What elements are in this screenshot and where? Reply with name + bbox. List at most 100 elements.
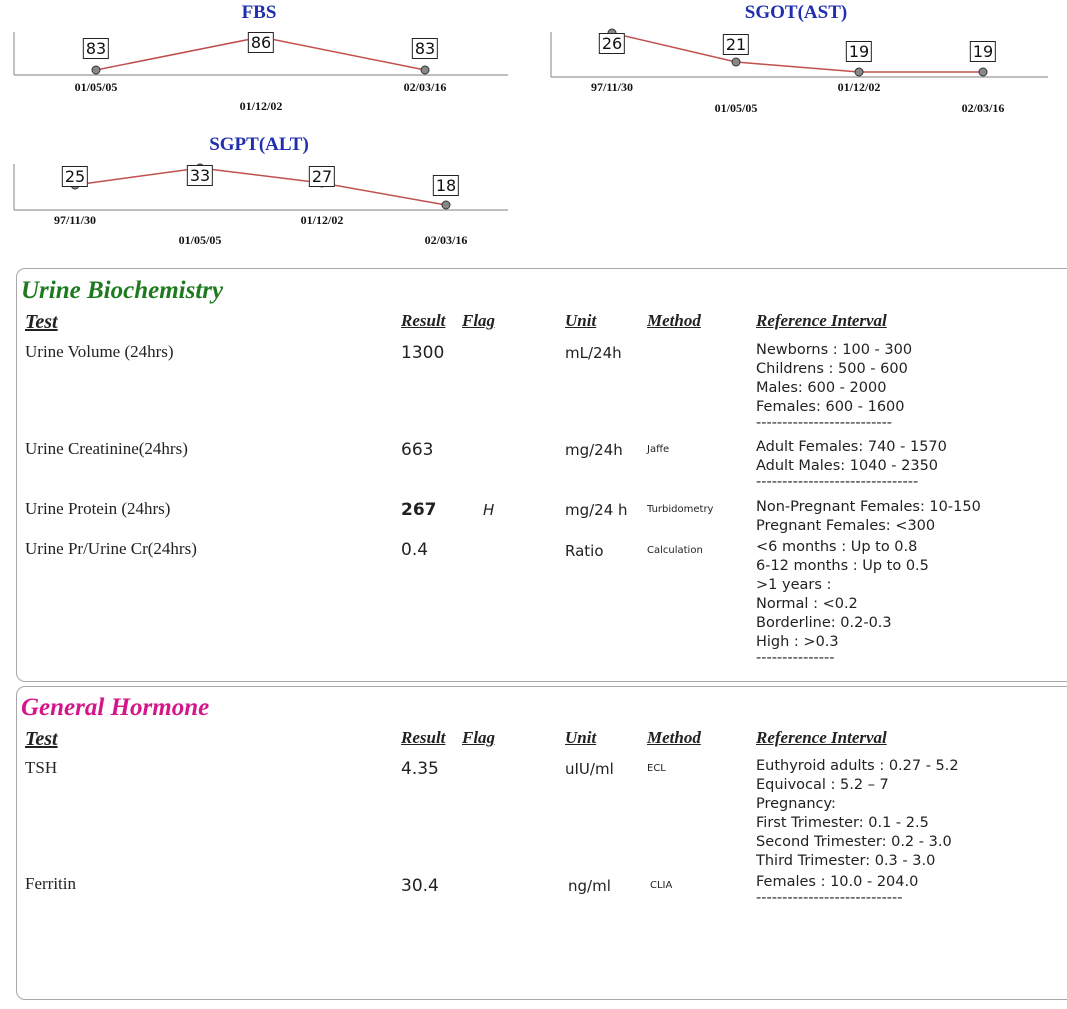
method: ECL	[647, 763, 666, 774]
chart-plot	[550, 28, 1048, 78]
header-test: Test	[25, 311, 58, 333]
header-result: Result	[401, 728, 446, 747]
reference-line: High : >0.3	[756, 634, 839, 650]
date-label: 01/05/05	[178, 233, 222, 247]
header-method: Method	[647, 311, 701, 330]
chart-title: FBS	[241, 2, 277, 23]
reference-line: ----------------------------	[756, 890, 903, 906]
section-title: General Hormone	[21, 694, 210, 721]
value-label: 19	[969, 41, 997, 62]
unit: mg/24 h	[565, 501, 628, 519]
date-label: 01/12/02	[837, 80, 881, 94]
result-value: 4.35	[401, 759, 439, 779]
reference-line: Adult Females: 740 - 1570	[756, 439, 947, 455]
header-reference: Reference Interval	[756, 311, 887, 330]
test-name: Ferritin	[25, 874, 76, 893]
chart-sgot: SGOT(AST) 26 21 19 19 97/11/30 01/05/05 …	[540, 0, 1060, 120]
reference-line: Normal : <0.2	[756, 596, 858, 612]
header-unit: Unit	[565, 728, 597, 747]
value-label: 21	[722, 34, 750, 55]
header-test: Test	[25, 728, 58, 750]
reference-line: ---------------	[756, 650, 835, 666]
unit: mg/24h	[565, 441, 623, 459]
result-value: 0.4	[401, 540, 429, 560]
test-name: Urine Pr/Urine Cr(24hrs)	[25, 539, 197, 558]
value-label: 18	[432, 175, 460, 196]
data-point	[441, 200, 451, 210]
reference-interval: Females : 10.0 - 204.0 -----------------…	[756, 873, 919, 906]
unit: Ratio	[565, 542, 604, 560]
reference-line: Pregnancy:	[756, 796, 836, 812]
result-value: 1300	[401, 343, 445, 363]
test-name: Urine Creatinine(24hrs)	[25, 439, 188, 458]
unit: ng/ml	[568, 877, 611, 895]
date-label: 97/11/30	[590, 80, 634, 94]
header-flag: Flag	[462, 728, 496, 747]
reference-line: Childrens : 500 - 600	[756, 361, 908, 377]
reference-line: Equivocal : 5.2 – 7	[756, 777, 889, 793]
date-label: 02/03/16	[961, 101, 1005, 115]
reference-interval: Euthyroid adults : 0.27 - 5.2 Equivocal …	[756, 757, 959, 871]
reference-line: Males: 600 - 2000	[756, 380, 887, 396]
data-point	[731, 57, 741, 67]
date-label: 01/05/05	[74, 80, 118, 94]
reference-line: Newborns : 100 - 300	[756, 342, 913, 358]
value-label: 83	[411, 38, 439, 59]
method: Turbidometry	[647, 504, 714, 515]
chart-title: SGPT(ALT)	[209, 134, 309, 155]
reference-line: Borderline: 0.2-0.3	[756, 615, 892, 631]
unit: mL/24h	[565, 344, 622, 362]
header-unit: Unit	[565, 311, 597, 330]
data-point	[91, 65, 101, 75]
reference-line: Euthyroid adults : 0.27 - 5.2	[756, 758, 959, 774]
result-value: 267	[401, 500, 437, 520]
reference-line: Non-Pregnant Females: 10-150	[756, 499, 981, 515]
reference-line: Second Trimester: 0.2 - 3.0	[756, 834, 952, 850]
method: Calculation	[647, 545, 703, 556]
reference-line: Pregnant Females: <300	[756, 518, 936, 534]
reference-interval: Newborns : 100 - 300 Childrens : 500 - 6…	[756, 341, 913, 431]
value-label: 83	[82, 38, 110, 59]
date-label: 02/03/16	[403, 80, 447, 94]
date-label: 01/05/05	[714, 101, 758, 115]
header-method: Method	[647, 728, 701, 747]
reference-line: Females : 10.0 - 204.0	[756, 874, 919, 890]
header-flag: Flag	[462, 311, 496, 330]
result-value: 663	[401, 440, 434, 460]
method: Jaffe	[647, 444, 670, 455]
header-result: Result	[401, 311, 446, 330]
unit: uIU/ml	[565, 760, 614, 778]
urine-biochemistry-panel: Urine Biochemistry Test Result Flag Unit…	[16, 268, 1067, 682]
reference-line: <6 months : Up to 0.8	[756, 539, 918, 555]
reference-line: -------------------------------	[756, 474, 919, 490]
value-label: 19	[845, 41, 873, 62]
value-label: 33	[186, 165, 214, 186]
value-label: 26	[598, 33, 626, 54]
data-point	[978, 67, 988, 77]
date-label: 02/03/16	[424, 233, 468, 247]
data-point	[854, 67, 864, 77]
series-line	[74, 167, 447, 206]
value-label: 27	[308, 166, 336, 187]
reference-interval: Non-Pregnant Females: 10-150 Pregnant Fe…	[756, 498, 981, 536]
flag-high: H	[483, 501, 495, 519]
section-title: Urine Biochemistry	[21, 277, 224, 304]
result-value: 30.4	[401, 876, 439, 896]
date-label: 01/12/02	[300, 213, 344, 227]
series-line	[611, 32, 983, 73]
reference-line: First Trimester: 0.1 - 2.5	[756, 815, 929, 831]
data-point	[420, 65, 430, 75]
chart-fbs: FBS 83 86 83 01/05/05 01/12/02 02/03/16	[0, 0, 520, 120]
test-name: TSH	[25, 758, 58, 777]
test-name: Urine Volume (24hrs)	[25, 342, 174, 361]
reference-line: >1 years :	[756, 577, 832, 593]
date-label: 01/12/02	[239, 99, 283, 113]
value-label: 25	[61, 166, 89, 187]
header-reference: Reference Interval	[756, 728, 887, 747]
general-hormone-panel: General Hormone Test Result Flag Unit Me…	[16, 686, 1067, 1000]
reference-line: --------------------------	[756, 415, 893, 431]
value-label: 86	[247, 32, 275, 53]
chart-sgpt: SGPT(ALT) 25 33 27 18 97/11/30 01/05/05 …	[0, 132, 520, 252]
reference-line: Females: 600 - 1600	[756, 399, 905, 415]
reference-line: Third Trimester: 0.3 - 3.0	[756, 853, 936, 869]
